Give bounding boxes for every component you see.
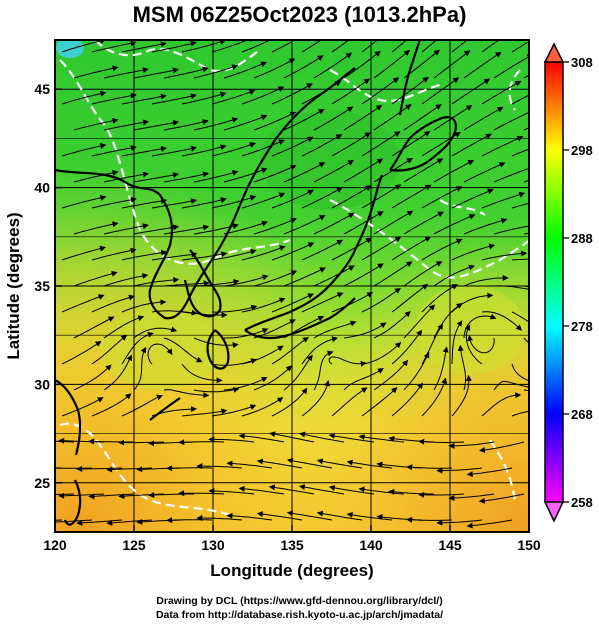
- credit-line-dcl: Drawing by DCL (https://www.gfd-dennou.o…: [156, 595, 443, 607]
- lat-tick-label: 40: [34, 180, 50, 196]
- colorbar-lower-arrow: [543, 501, 565, 523]
- wind-streamlines: [55, 40, 529, 529]
- coastlines: [55, 40, 457, 526]
- temperature-contours: [59, 40, 529, 517]
- y-axis-label: Latitude (degrees): [4, 212, 23, 359]
- map-plot-area: [55, 40, 529, 532]
- lon-tick-label: 120: [43, 537, 67, 553]
- lat-tick-label: 30: [34, 376, 50, 392]
- lon-tick-label: 140: [359, 537, 383, 553]
- colorbar-tick-label: 278: [571, 319, 593, 334]
- colorbar-tick-label: 288: [571, 231, 593, 246]
- lat-tick-label: 25: [34, 475, 50, 491]
- colorbar-tick-label: 268: [571, 407, 593, 422]
- map-title: MSM 06Z25Oct2023 (1013.2hPa): [132, 2, 467, 27]
- lon-tick-label: 125: [122, 537, 146, 553]
- lon-tick-label: 145: [438, 537, 462, 553]
- lat-tick-label: 45: [34, 81, 50, 97]
- colorbar-upper-arrow: [543, 42, 565, 63]
- lon-tick-label: 130: [201, 537, 225, 553]
- lon-tick-label: 150: [517, 537, 541, 553]
- x-axis-label: Longitude (degrees): [210, 561, 373, 580]
- colorbar: 258 268 278 288 298 308: [543, 42, 593, 523]
- lat-tick-label: 35: [34, 278, 50, 294]
- colorbar-tick-label: 298: [571, 143, 593, 158]
- lon-tick-label: 135: [280, 537, 304, 553]
- colorbar-tick-label: 258: [571, 495, 593, 510]
- credit-line-data: Data from http://database.rish.kyoto-u.a…: [155, 609, 444, 621]
- colorbar-tick-label: 308: [571, 55, 593, 70]
- map-axes: 120 125 130 135 140 145 150 25 30 35 40 45: [34, 81, 540, 553]
